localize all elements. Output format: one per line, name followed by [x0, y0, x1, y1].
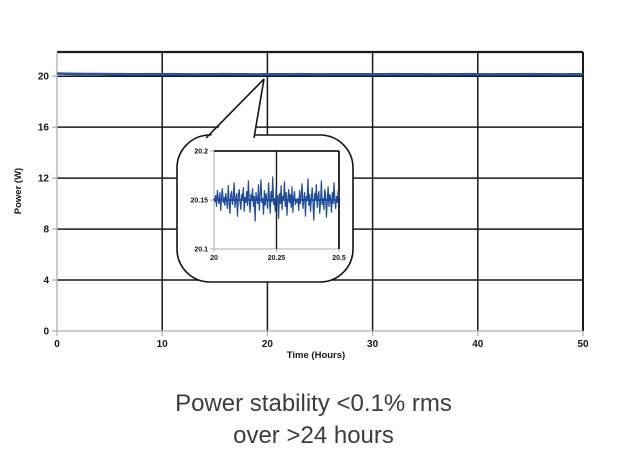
axis-titles: Time (Hours) Power (W) [13, 168, 345, 361]
chart-area: 0 4 8 12 16 20 0 10 20 30 40 50 Time (Hours) Power (W… [13, 50, 589, 361]
caption-line-1: Power stability <0.1% rms [175, 390, 452, 417]
svg-text:Time (Hours): Time (Hours) [287, 350, 345, 361]
inset-series-line [213, 176, 340, 222]
x-axis: 0 10 20 30 40 50 [54, 331, 589, 350]
caption-line-2: over >24 hours [233, 422, 394, 449]
svg-text:0: 0 [43, 327, 49, 338]
svg-text:20: 20 [38, 72, 50, 83]
svg-text:20.1: 20.1 [194, 247, 208, 254]
axes [56, 52, 583, 332]
y-axis: 0 4 8 12 16 20 [38, 72, 57, 338]
svg-text:12: 12 [38, 174, 50, 185]
svg-text:10: 10 [157, 339, 169, 350]
svg-text:50: 50 [577, 339, 589, 350]
svg-text:20.25: 20.25 [268, 255, 286, 262]
svg-text:20: 20 [262, 339, 274, 350]
main-series-line [56, 72, 583, 76]
svg-text:30: 30 [367, 339, 379, 350]
callout-balloon [176, 78, 354, 283]
svg-text:16: 16 [38, 123, 50, 134]
svg-text:40: 40 [472, 339, 484, 350]
svg-text:0: 0 [54, 339, 60, 350]
inset-chart: 20.1 20.15 20.2 20 20.25 20.5 [190, 149, 345, 263]
svg-text:4: 4 [43, 276, 49, 287]
figure-caption: Power stability <0.1% rms over >24 hours [0, 388, 627, 452]
power-stability-chart: 0 4 8 12 16 20 0 10 20 30 40 50 Time (Hours) Power (W… [13, 50, 589, 361]
svg-text:8: 8 [43, 225, 49, 236]
svg-text:Power (W): Power (W) [13, 168, 24, 214]
svg-text:20.2: 20.2 [194, 149, 208, 156]
svg-text:20.5: 20.5 [332, 255, 346, 262]
svg-text:20.15: 20.15 [190, 198, 208, 205]
svg-text:20: 20 [210, 255, 218, 262]
